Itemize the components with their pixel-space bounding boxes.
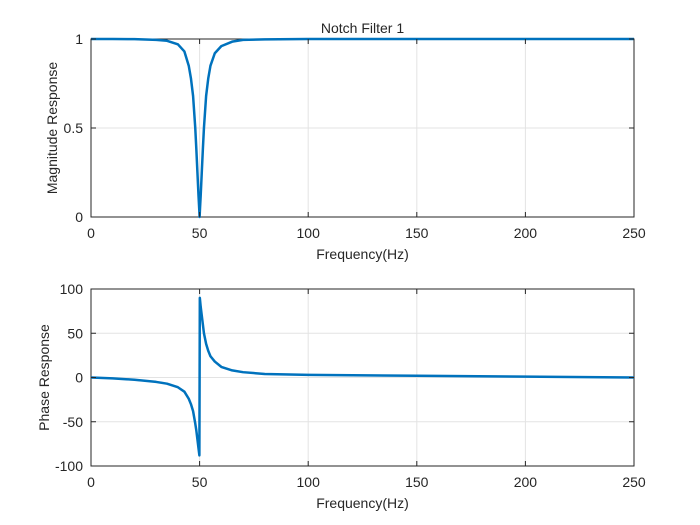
phase-y-axis-label: Phase Response [36,324,52,431]
phase-y-ticks: -100 -50 0 50 100 [55,281,634,474]
phase-x-tick-label: 0 [87,474,95,490]
magnitude-x-axis-label: Frequency(Hz) [316,246,409,262]
magnitude-subplot: 0 50 100 150 200 250 00.51 Notch Filter 1 Fre… [44,20,646,262]
phase-x-ticks: 0 50 100 150 200 250 [87,289,646,490]
phase-y-tick-label: 50 [67,325,83,341]
magnitude-x-tick-label: 50 [192,225,208,241]
magnitude-y-ticks: 00.51 [64,31,634,225]
phase-x-tick-label: 150 [405,474,429,490]
magnitude-y-tick-label: 0.5 [64,120,84,136]
phase-y-tick-label: -100 [55,458,83,474]
phase-subplot: 0 50 100 150 200 250 -100 -50 0 50 100 Frequency(… [36,281,646,511]
phase-y-tick-label: 0 [75,370,83,386]
phase-x-tick-label: 250 [622,474,646,490]
magnitude-y-axis-label: Magnitude Response [44,62,60,195]
magnitude-x-tick-label: 200 [514,225,538,241]
phase-y-tick-label: -50 [63,414,83,430]
phase-series-line [90,296,635,457]
magnitude-y-tick-label: 0 [75,209,83,225]
phase-x-tick-label: 100 [297,474,321,490]
phase-x-tick-label: 50 [192,474,208,490]
phase-y-tick-label: 100 [60,281,84,297]
phase-x-tick-label: 200 [514,474,538,490]
magnitude-title: Notch Filter 1 [321,20,404,36]
magnitude-x-tick-label: 100 [297,225,321,241]
magnitude-x-tick-label: 250 [622,225,646,241]
magnitude-x-tick-label: 150 [405,225,429,241]
magnitude-x-ticks: 0 50 100 150 200 250 [87,39,646,241]
magnitude-x-tick-label: 0 [87,225,95,241]
magnitude-y-tick-label: 1 [75,31,83,47]
phase-x-axis-label: Frequency(Hz) [316,495,409,511]
magnitude-series-line [91,37,634,219]
